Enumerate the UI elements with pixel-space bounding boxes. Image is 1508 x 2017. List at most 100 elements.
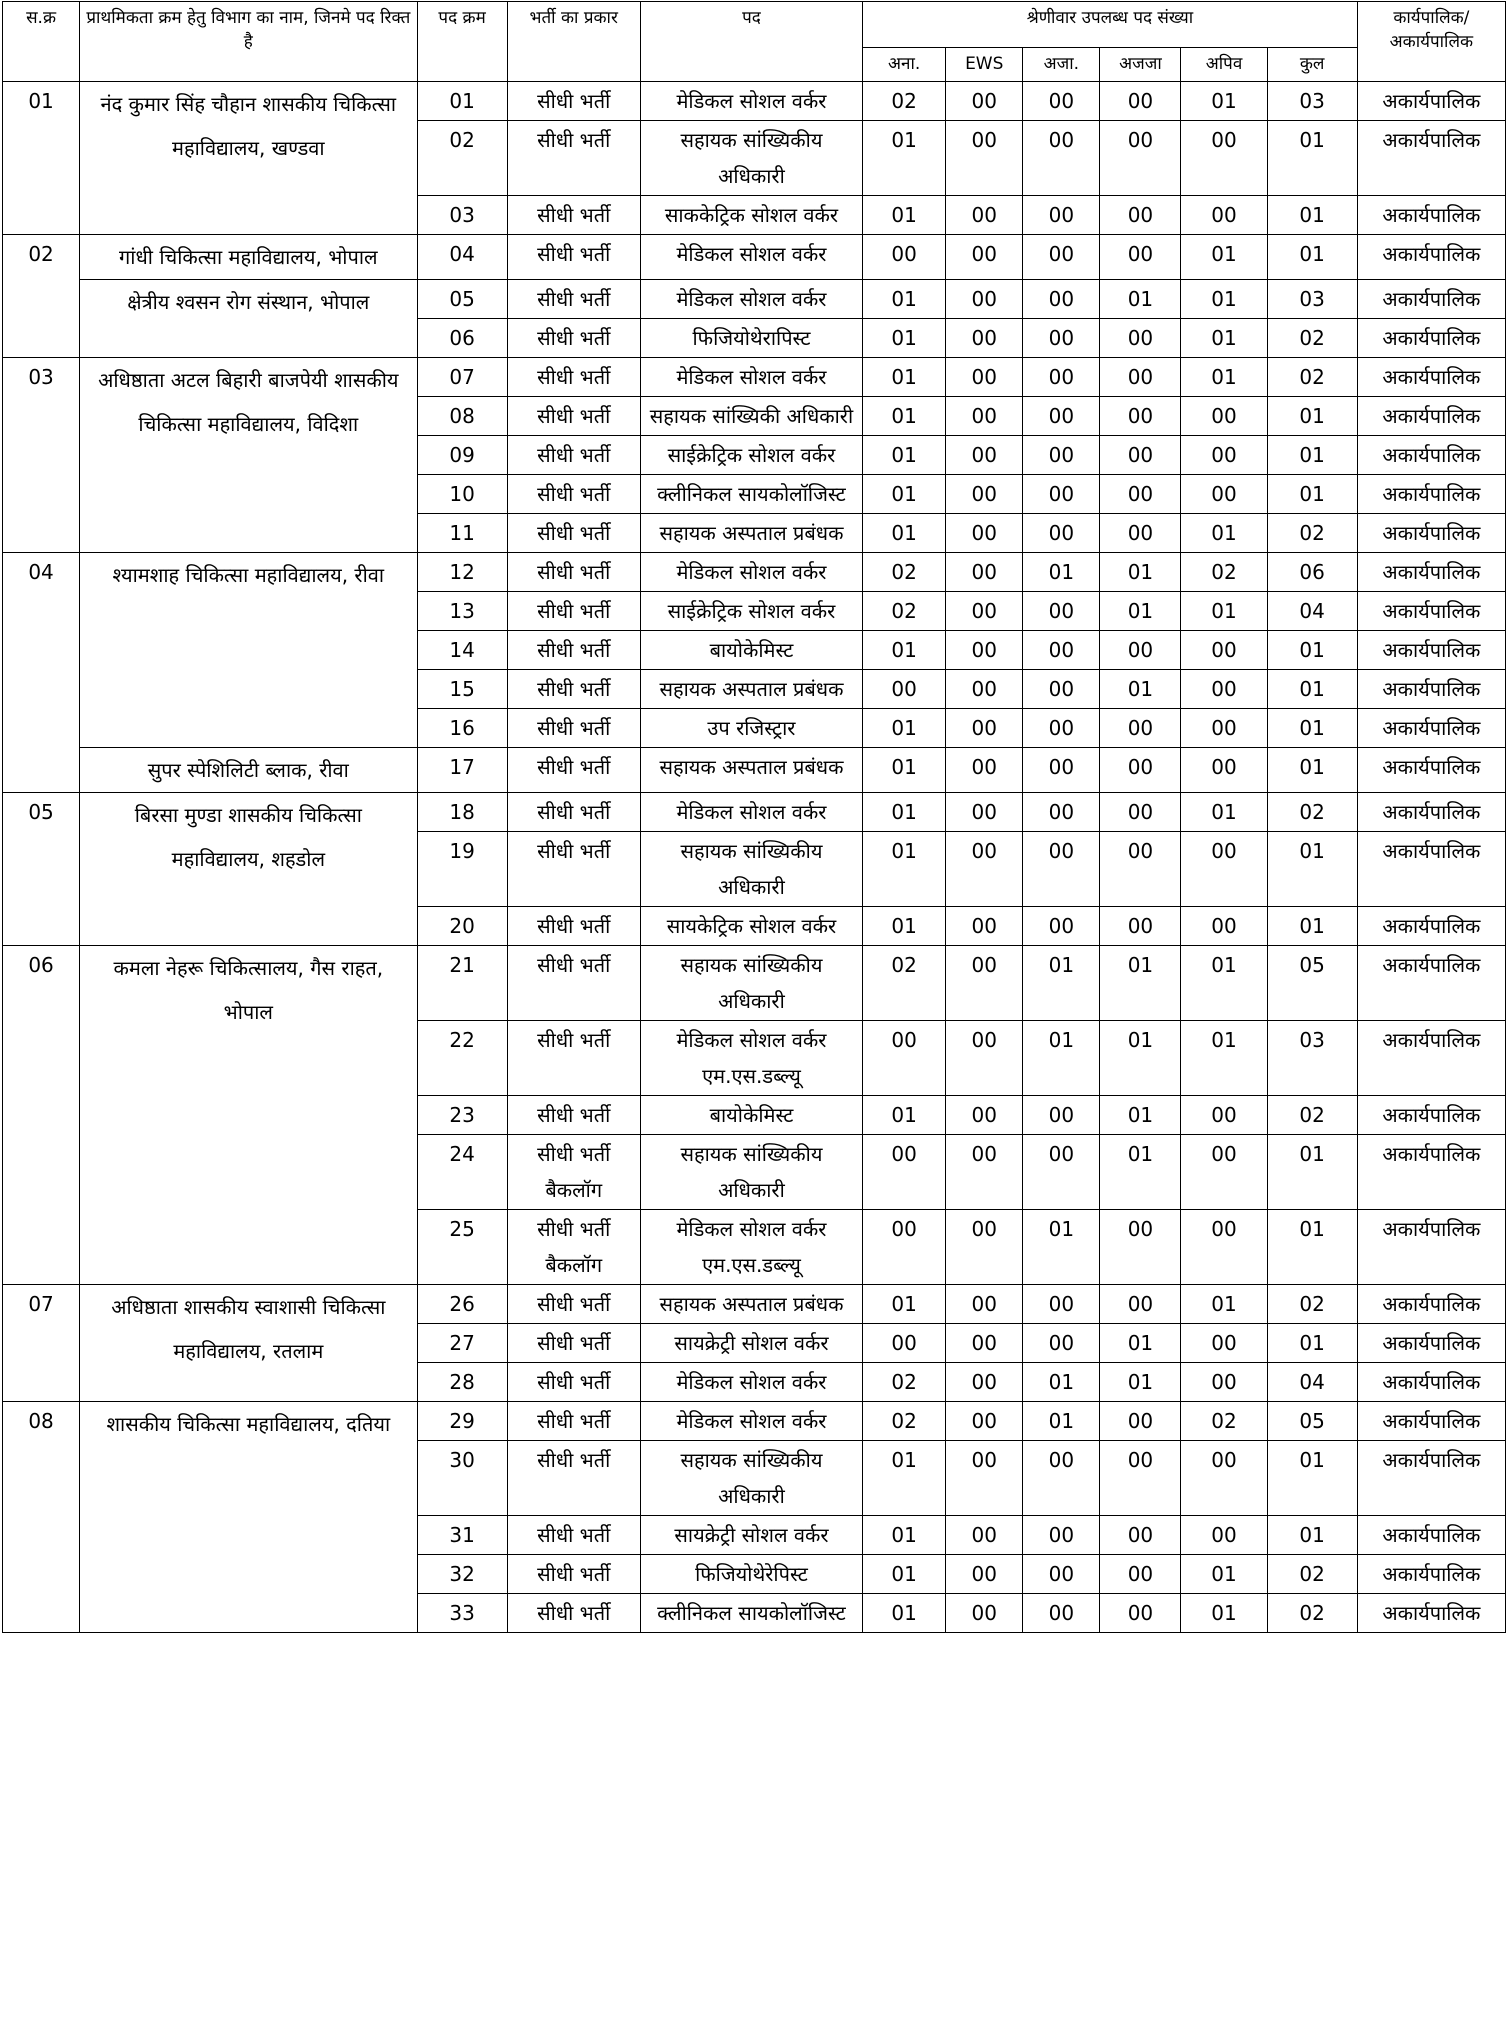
post-name: सहायक सांख्यिकीय अधिकारी — [639, 1440, 864, 1516]
count-ews: 00 — [945, 792, 1024, 832]
count-ana: 01 — [862, 120, 947, 196]
count-total: 03 — [1266, 81, 1358, 121]
recruit-type: सीधी भर्ती बैकलॉग — [506, 1209, 641, 1285]
count-total: 01 — [1266, 1323, 1358, 1363]
post-class: अकार्यपालिक — [1356, 1284, 1507, 1324]
dept-name: क्षेत्रीय श्वसन रोग संस्थान, भोपाल — [79, 279, 418, 358]
count-ana: 01 — [862, 906, 947, 946]
count-aja: 00 — [1022, 1515, 1101, 1555]
count-total: 06 — [1266, 552, 1358, 592]
count-apiv: 00 — [1180, 435, 1268, 475]
table-row: 09 सीधी भर्ती साईक्रेट्रिक सोशल वर्कर 01 00 0… — [3, 435, 1507, 475]
count-ajja: 00 — [1099, 906, 1182, 946]
count-ajja: 00 — [1099, 1593, 1182, 1633]
count-ajja: 01 — [1099, 1134, 1182, 1210]
count-aja: 00 — [1022, 396, 1101, 436]
count-aja: 00 — [1022, 906, 1101, 946]
count-ana: 01 — [862, 1095, 947, 1135]
count-apiv: 00 — [1180, 195, 1268, 235]
table-row: 30 सीधी भर्ती सहायक सांख्यिकीय अधिकारी 01 00… — [3, 1440, 1507, 1516]
table-row: 24 सीधी भर्ती बैकलॉग सहायक सांख्यिकीय अधिक… — [3, 1134, 1507, 1210]
subheader-cell: अना. — [862, 47, 947, 82]
count-total: 02 — [1266, 357, 1358, 397]
post-class: अकार्यपालिक — [1356, 1440, 1507, 1516]
table-row: 33 सीधी भर्ती क्लीनिकल सायकोलॉजिस्ट 01 00 00 0… — [3, 1593, 1507, 1633]
post-name: साईक्रेट्रिक सोशल वर्कर — [639, 435, 864, 475]
count-ews: 00 — [945, 474, 1024, 514]
post-no: 17 — [416, 747, 508, 793]
post-class: अकार्यपालिक — [1356, 831, 1507, 907]
count-aja: 00 — [1022, 1323, 1101, 1363]
recruit-type: सीधी भर्ती — [506, 708, 641, 748]
count-ews: 00 — [945, 513, 1024, 553]
serial-no: 02 — [1, 234, 81, 358]
recruit-type: सीधी भर्ती — [506, 120, 641, 196]
count-apiv: 01 — [1180, 1284, 1268, 1324]
count-ajja: 00 — [1099, 81, 1182, 121]
post-no: 33 — [416, 1593, 508, 1633]
table-row: 22 सीधी भर्ती मेडिकल सोशल वर्कर एम.एस.डब्ल… — [3, 1020, 1507, 1096]
post-no: 22 — [416, 1020, 508, 1096]
table-row: 01 नंद कुमार सिंह चौहान शासकीय चिकित्सा म… — [1, 81, 1507, 235]
count-ews: 00 — [945, 945, 1024, 1021]
count-ews: 00 — [945, 1515, 1024, 1555]
count-ajja: 00 — [1099, 1554, 1182, 1594]
count-aja: 00 — [1022, 234, 1101, 280]
post-no: 18 — [416, 792, 508, 832]
post-no: 05 — [416, 279, 508, 319]
post-class: अकार्यपालिक — [1356, 1020, 1507, 1096]
count-apiv: 00 — [1180, 1323, 1268, 1363]
count-ajja: 00 — [1099, 120, 1182, 196]
post-class: अकार्यपालिक — [1356, 1593, 1507, 1633]
count-aja: 00 — [1022, 120, 1101, 196]
post-no: 27 — [416, 1323, 508, 1363]
count-apiv: 00 — [1180, 1209, 1268, 1285]
recruit-type: सीधी भर्ती बैकलॉग — [506, 1134, 641, 1210]
post-class: अकार्यपालिक — [1356, 1209, 1507, 1285]
dept-name: शासकीय चिकित्सा महाविद्यालय, दतिया — [79, 1401, 418, 1633]
count-total: 01 — [1266, 708, 1358, 748]
count-ana: 01 — [862, 513, 947, 553]
count-apiv: 00 — [1180, 1515, 1268, 1555]
serial-no: 04 — [1, 552, 81, 793]
post-name: सहायक सांख्यिकीय अधिकारी — [639, 945, 864, 1021]
count-aja: 01 — [1022, 1401, 1101, 1441]
count-ajja: 00 — [1099, 1440, 1182, 1516]
count-ana: 01 — [862, 318, 947, 358]
post-class: अकार्यपालिक — [1356, 747, 1507, 793]
count-ews: 00 — [945, 1401, 1024, 1441]
recruit-type: सीधी भर्ती — [506, 831, 641, 907]
table-row: 20 सीधी भर्ती सायकेट्रिक सोशल वर्कर 01 00 00 0… — [3, 906, 1507, 946]
count-ajja: 00 — [1099, 513, 1182, 553]
count-ana: 02 — [862, 552, 947, 592]
count-ews: 00 — [945, 1554, 1024, 1594]
post-class: अकार्यपालिक — [1356, 1401, 1507, 1441]
post-name: सहायक अस्पताल प्रबंधक — [639, 669, 864, 709]
count-total: 02 — [1266, 513, 1358, 553]
count-ews: 00 — [945, 906, 1024, 946]
post-no: 23 — [416, 1095, 508, 1135]
count-apiv: 00 — [1180, 831, 1268, 907]
post-no: 06 — [416, 318, 508, 358]
post-name: सहायक सांख्यिकी अधिकारी — [639, 396, 864, 436]
header-cell: प्राथमिकता क्रम हेतु विभाग का नाम, जिनमे… — [79, 1, 418, 82]
post-no: 13 — [416, 591, 508, 631]
count-ews: 00 — [945, 318, 1024, 358]
recruit-type: सीधी भर्ती — [506, 945, 641, 1021]
count-ana: 01 — [862, 279, 947, 319]
post-name: क्लीनिकल सायकोलॉजिस्ट — [639, 474, 864, 514]
count-aja: 01 — [1022, 1209, 1101, 1285]
count-ana: 01 — [862, 747, 947, 793]
table-row: 02 गांधी चिकित्सा महाविद्यालय, भोपाल 04 सीध… — [1, 234, 1507, 358]
count-apiv: 00 — [1180, 708, 1268, 748]
count-apiv: 01 — [1180, 81, 1268, 121]
count-ana: 01 — [862, 792, 947, 832]
count-ana: 00 — [862, 669, 947, 709]
count-aja: 00 — [1022, 81, 1101, 121]
count-ajja: 00 — [1099, 195, 1182, 235]
recruit-type: सीधी भर्ती — [506, 792, 641, 832]
subheader-cell: कुल — [1266, 47, 1358, 82]
post-class: अकार्यपालिक — [1356, 513, 1507, 553]
serial-no: 08 — [1, 1401, 81, 1633]
count-aja: 01 — [1022, 1362, 1101, 1402]
